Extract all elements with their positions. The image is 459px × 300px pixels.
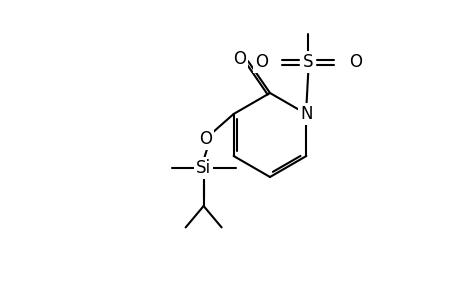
Text: O: O [199,130,212,148]
Text: S: S [302,53,313,71]
Text: O: O [233,50,246,68]
Text: O: O [348,53,361,71]
Text: Si: Si [196,159,211,177]
Text: N: N [299,105,312,123]
Text: O: O [254,53,267,71]
